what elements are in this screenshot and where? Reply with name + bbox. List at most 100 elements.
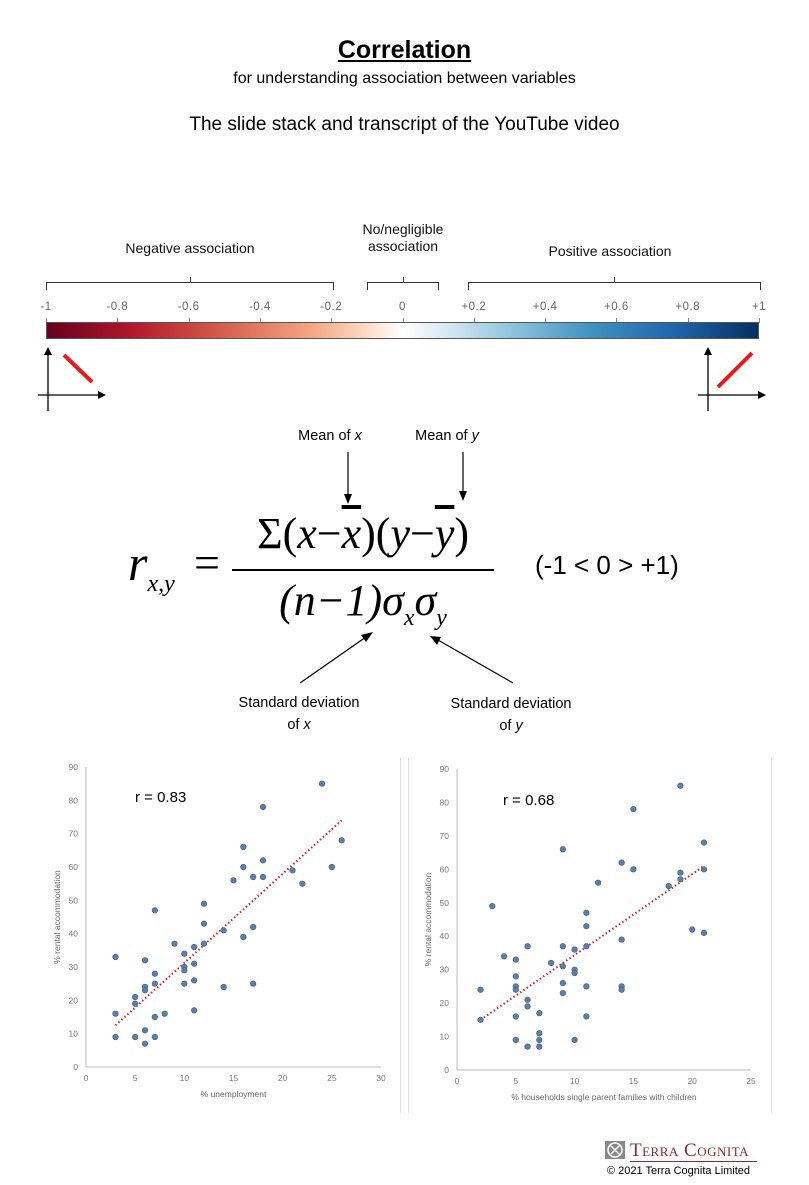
x-tick-label: 25 [327,1073,337,1083]
data-point [181,967,188,974]
y-tick-label: 80 [440,797,450,807]
neutral-brace [367,277,439,290]
data-point [618,986,625,993]
mean-x-text: Mean of [298,428,355,444]
formula-r-sub: x,y [147,571,175,597]
data-point [677,869,684,876]
formula-denominator: (n−1)σxσy [232,575,494,632]
data-point [536,1010,543,1017]
data-point [151,970,158,977]
y-tick-label: 20 [69,995,79,1005]
sigma-x: σ [382,576,404,625]
scatter-chart-unemployment: 0 5 10 15 20 25 30 0 10 20 30 40 50 60 70 80 90 % unemplo… [40,758,401,1113]
data-point [512,956,519,963]
formula-range: (-1 < 0 > +1) [535,550,679,580]
data-point [200,900,208,907]
data-point [547,959,555,967]
positive-brace [468,277,761,290]
scale-tick-mark [117,318,119,323]
data-point [583,1013,590,1020]
data-point [618,859,625,866]
y-tick-label: 60 [440,864,450,874]
formula-arrows [299,452,514,684]
sigma-x-sub: x [403,604,415,631]
data-point [191,1007,198,1014]
scale-tick-mark [545,318,547,323]
data-point [181,980,188,987]
data-point [161,1010,168,1017]
scale-tick-mark [687,318,689,323]
scale-tick-mark [331,318,333,323]
formula-numerator: Σ(x−x)(y−y) [256,509,469,558]
y-tick-label: 10 [69,1029,79,1039]
data-point [259,873,267,881]
y-tick-label: 0 [73,1062,78,1072]
data-point [595,879,602,886]
correlation-color-scale [46,322,759,339]
x-axis-title: % unemployment [201,1089,267,1099]
scale-tick-label: +0.8 [675,301,701,313]
data-point [289,867,296,874]
x-tick-label: 0 [455,1076,460,1086]
scale-tick-label: -1 [40,301,52,313]
data-point [524,996,531,1003]
data-point [181,950,188,957]
data-point [583,923,590,930]
terra-cognita-logo-icon [605,1141,625,1159]
data-point [141,957,149,964]
data-point [677,876,684,883]
data-point [112,1010,119,1017]
data-point [151,980,158,987]
y-tick-label: 80 [69,795,79,805]
data-point [132,1033,139,1041]
data-point [630,866,637,873]
data-point [240,933,247,941]
page-subtitle: for understanding association between va… [233,70,576,87]
mean-y-text: Mean of [415,428,472,444]
trend-line [479,865,705,1021]
negative-association-label: Negative association [125,240,255,256]
data-point [220,983,227,991]
mean-y: y [434,509,455,558]
data-point [583,983,590,990]
mean-x-var: x [354,428,362,444]
page-description: The slide stack and transcript of the Yo… [189,114,620,135]
var-x: x [297,509,317,558]
data-point [477,1016,484,1023]
data-point [677,782,684,789]
brand-underline [630,1161,757,1162]
x-tick-label: 20 [687,1076,697,1086]
correlation-annotation: r = 0.83 [135,789,186,806]
data-point [559,979,566,987]
data-point [112,1033,119,1041]
sigma-y-sub: y [436,604,447,631]
sd-y-line2: of [499,718,516,734]
y-tick-label: 90 [69,762,79,772]
y-tick-label: 90 [440,764,450,774]
neutral-label-line1: No/negligible [362,221,444,237]
y-tick-label: 50 [440,898,450,908]
n-minus-one: (n−1) [279,576,383,625]
y-tick-label: 30 [440,965,450,975]
data-point [328,863,335,871]
data-point [512,1036,519,1044]
negative-correlation-icon [38,347,106,411]
positive-association-label: Positive association [548,243,672,259]
x-tick-label: 10 [570,1076,580,1086]
y-tick-label: 50 [69,895,79,905]
scale-tick-label: 0 [399,301,406,313]
y-tick-label: 70 [440,831,450,841]
data-point [141,1040,149,1047]
fraction-line [232,569,494,571]
data-point [524,1003,531,1010]
scale-tick-label: -0.2 [320,301,343,313]
data-point [259,803,267,811]
sd-x-var: x [303,717,311,733]
x-tick-label: 20 [278,1073,288,1083]
data-point [524,943,531,950]
data-point [132,993,139,1001]
scale-tick-label: +0.6 [604,301,629,313]
data-point [200,920,208,927]
neutral-label-line2: association [367,238,439,254]
scale-tick-mark [759,318,760,323]
